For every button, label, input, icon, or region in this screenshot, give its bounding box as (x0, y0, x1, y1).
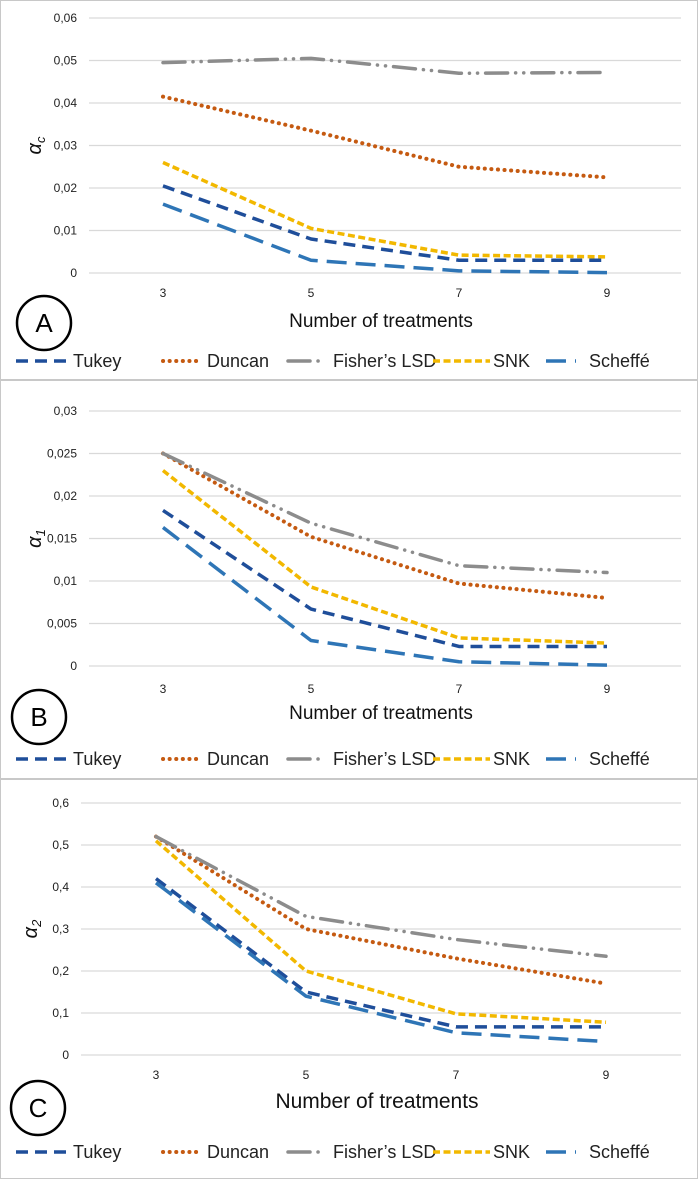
x-tick-label: 5 (308, 286, 315, 300)
chart-svg: 0 0,005 0,01 0,015 0,02 0,025 0,03 3 5 7 9 Number o… (10, 404, 681, 769)
x-tick-label: 7 (453, 1068, 460, 1082)
series-line-fisherslsd (154, 834, 608, 959)
series-line-duncan (154, 834, 608, 986)
x-tick-label: 3 (160, 682, 167, 696)
chart-panel-c: 0 0,1 0,2 0,3 0,4 0,5 0,6 3 5 7 9 Number of treatme… (0, 779, 698, 1179)
y-tick-label: 0,005 (47, 617, 77, 631)
y-tick-label: 0,01 (54, 224, 78, 238)
y-tick-label: 0,015 (47, 532, 77, 546)
y-tick-label: 0,2 (52, 964, 69, 978)
y-tick-label: 0,01 (54, 574, 78, 588)
series-line-tukey (162, 184, 607, 262)
y-axis-subscript: c (33, 136, 48, 143)
series-line-duncan (161, 94, 609, 180)
y-axis-title: αc (24, 136, 48, 154)
y-tick-label: 0,6 (52, 796, 69, 810)
y-tick-label: 0,05 (54, 54, 78, 68)
series-line-snk (154, 839, 607, 1024)
series-line-scheff (161, 526, 608, 667)
y-tick-label: 0,3 (52, 922, 69, 936)
y-tick-label: 0,04 (54, 96, 78, 110)
series-line-scheff (162, 202, 608, 275)
y-tick-label: 0,02 (54, 489, 78, 503)
panel-label: A (35, 308, 53, 338)
panel-label: C (29, 1093, 48, 1123)
x-axis-title: Number of treatments (289, 311, 473, 332)
x-tick-label: 9 (604, 286, 611, 300)
y-tick-label: 0,02 (54, 181, 78, 195)
chart-panel-b: 0 0,005 0,01 0,015 0,02 0,025 0,03 3 5 7 9 Number o… (0, 380, 698, 779)
legend-label: Duncan (207, 1142, 269, 1162)
panel-label-circle (10, 688, 68, 746)
legend-label: SNK (493, 351, 530, 371)
y-tick-label: 0,03 (54, 404, 78, 418)
x-tick-label: 9 (603, 1068, 610, 1082)
panel-label-circle (9, 1079, 67, 1137)
x-tick-label: 5 (303, 1068, 310, 1082)
series-line-scheff (154, 881, 607, 1044)
legend-label: Tukey (73, 351, 121, 371)
y-tick-label: 0,025 (47, 447, 77, 461)
y-tick-label: 0 (70, 659, 77, 673)
legend-label: SNK (493, 1142, 530, 1162)
y-axis-title: α2 (20, 919, 44, 938)
x-tick-label: 7 (456, 682, 463, 696)
y-axis-subscript: 1 (33, 529, 48, 536)
chart-svg: 0 0,01 0,02 0,03 0,04 0,05 0,06 3 5 7 9 Number of t… (15, 11, 681, 371)
legend-label: Fisher’s LSD (333, 749, 436, 769)
chart-svg: 0 0,1 0,2 0,3 0,4 0,5 0,6 3 5 7 9 Number of treatme… (9, 796, 681, 1162)
y-tick-label: 0,5 (52, 838, 69, 852)
legend-label: Fisher’s LSD (333, 1142, 436, 1162)
series-line-duncan (161, 451, 609, 600)
legend-label: Scheffé (589, 749, 650, 769)
legend-label: Fisher’s LSD (333, 351, 436, 371)
series-line-tukey (162, 508, 607, 649)
series-line-snk (161, 469, 608, 645)
y-tick-label: 0 (70, 266, 77, 280)
series-line-fisherslsd (161, 56, 609, 75)
series-line-fisherslsd (161, 451, 609, 575)
y-tick-label: 0,1 (52, 1006, 69, 1020)
legend-label: SNK (493, 749, 530, 769)
x-tick-label: 9 (604, 682, 611, 696)
y-tick-label: 0 (62, 1048, 69, 1062)
legend-label: Tukey (73, 1142, 121, 1162)
legend-label: Tukey (73, 749, 121, 769)
x-tick-label: 3 (153, 1068, 160, 1082)
panel-label: B (30, 702, 47, 732)
x-tick-label: 7 (456, 286, 463, 300)
legend-label: Duncan (207, 749, 269, 769)
y-tick-label: 0,4 (52, 880, 69, 894)
legend-label: Scheffé (589, 1142, 650, 1162)
x-axis-title: Number of treatments (289, 703, 473, 724)
y-tick-label: 0,06 (54, 11, 78, 25)
x-axis-title: Number of treatments (275, 1090, 478, 1113)
legend-label: Scheffé (589, 351, 650, 371)
y-axis-subscript: 2 (29, 919, 44, 928)
chart-panel-a: 0 0,01 0,02 0,03 0,04 0,05 0,06 3 5 7 9 Number of t… (0, 0, 698, 380)
x-tick-label: 3 (160, 286, 167, 300)
y-axis-title: α1 (24, 529, 48, 548)
legend-label: Duncan (207, 351, 269, 371)
panel-label-circle (15, 294, 73, 352)
series-line-snk (162, 160, 608, 259)
x-tick-label: 5 (308, 682, 315, 696)
y-tick-label: 0,03 (54, 139, 78, 153)
